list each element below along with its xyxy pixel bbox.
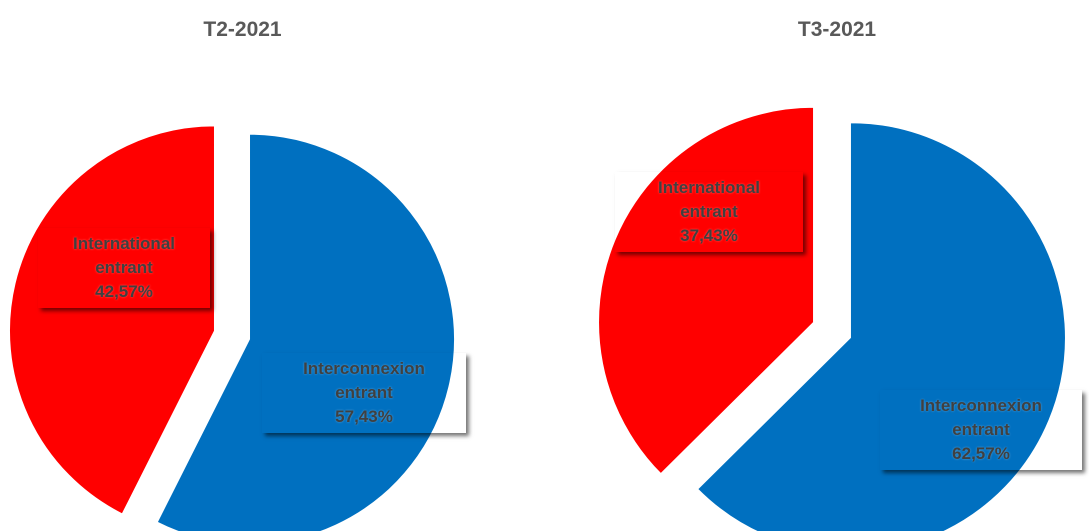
slice-label-value: 42,57% — [95, 282, 153, 301]
pie-slice-interconnexion — [697, 122, 1066, 531]
chart-title: T3-2021 — [797, 18, 877, 41]
slice-label-interconnexion: Interconnexion entrant 62,57% — [880, 390, 1082, 470]
slice-label-name: Interconnexion — [920, 396, 1042, 415]
pie-svg — [598, 106, 1066, 531]
pie-slice-international — [598, 106, 815, 475]
pie-svg — [8, 125, 456, 531]
slice-label-name-2: entrant — [95, 258, 153, 277]
slice-label-name: Interconnexion — [303, 359, 425, 378]
slice-label-international: International entrant 37,43% — [615, 172, 803, 252]
slice-label-interconnexion: Interconnexion entrant 57,43% — [262, 353, 466, 433]
pie-slice-international — [8, 125, 215, 515]
slice-label-name-2: entrant — [680, 202, 738, 221]
slice-label-name: International — [657, 178, 760, 197]
slice-label-value: 57,43% — [335, 407, 393, 426]
slice-label-international: International entrant 42,57% — [38, 228, 210, 308]
chart-title: T2-2021 — [203, 18, 282, 41]
slice-label-value: 62,57% — [952, 444, 1010, 463]
pie-slice-interconnexion — [156, 133, 456, 531]
pie-chart-t3-2021: T3-2021 International entrant 37,43% Int… — [545, 0, 1089, 531]
slice-label-name-2: entrant — [952, 420, 1010, 439]
slice-label-value: 37,43% — [680, 226, 738, 245]
slice-label-name-2: entrant — [335, 383, 393, 402]
pie-chart-t2-2021: T2-2021 International entrant 42,57% Int… — [8, 18, 466, 531]
slice-label-name: International — [72, 234, 175, 253]
